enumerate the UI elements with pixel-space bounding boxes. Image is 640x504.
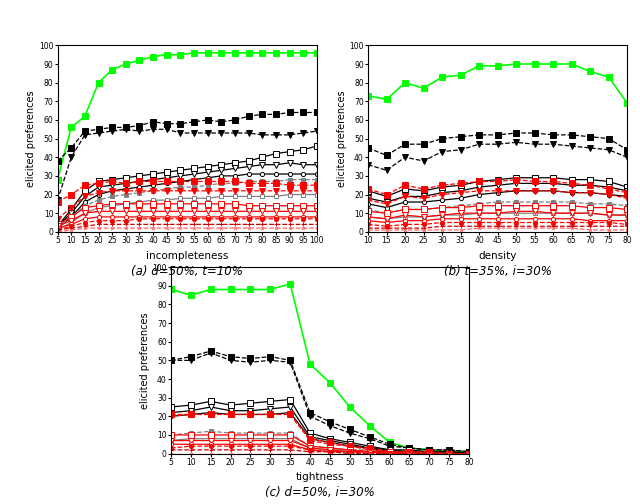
X-axis label: density: density [479,250,516,261]
Text: (c) d=50%, i=30%: (c) d=50%, i=30% [265,486,375,499]
Text: (a) d=50%, t=10%: (a) d=50%, t=10% [131,265,243,278]
Y-axis label: elicited preferences: elicited preferences [140,312,150,409]
Y-axis label: elicited preferences: elicited preferences [26,90,36,187]
X-axis label: incompleteness: incompleteness [146,250,228,261]
Y-axis label: elicited preferences: elicited preferences [337,90,346,187]
Text: (b) t=35%, i=30%: (b) t=35%, i=30% [444,265,552,278]
X-axis label: tightness: tightness [296,472,344,482]
